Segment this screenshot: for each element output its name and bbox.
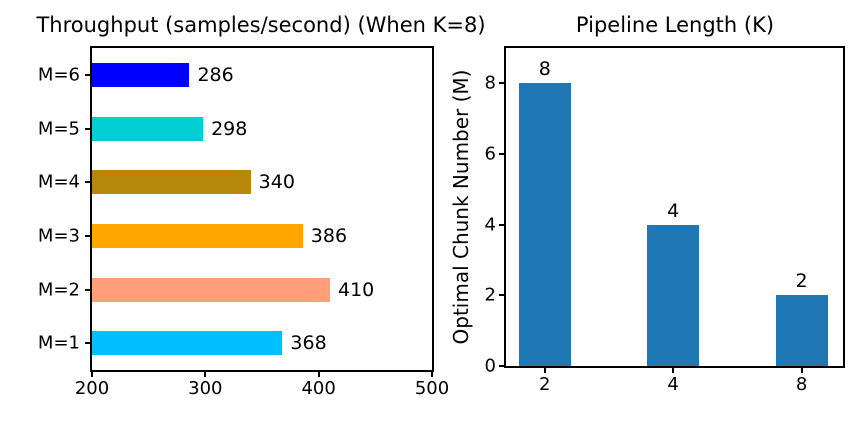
y-tick-label: M=6 xyxy=(37,64,80,86)
x-tick-label: 300 xyxy=(188,378,223,399)
y-tick xyxy=(499,223,506,226)
y-tick-label: M=2 xyxy=(37,279,80,300)
x-tick-label: 8 xyxy=(795,374,808,395)
bar-M=3 xyxy=(92,223,303,248)
bar-value-label: 368 xyxy=(290,332,327,355)
bar-K8 xyxy=(775,295,828,366)
y-tick xyxy=(499,294,506,297)
y-tick-label: M=1 xyxy=(37,332,80,354)
bar-value-label: 386 xyxy=(310,224,348,247)
x-tick xyxy=(91,370,93,377)
x-tick xyxy=(800,366,803,373)
bar-value-label: 410 xyxy=(338,278,375,301)
y-tick xyxy=(85,181,92,184)
y-tick-label: M=3 xyxy=(37,225,80,247)
bar-value-label: 4 xyxy=(667,199,680,222)
left-chart-title: Throughput (samples/second) (When K=8) xyxy=(36,13,486,37)
bar-M=4 xyxy=(92,170,251,195)
y-tick xyxy=(85,234,92,237)
y-tick-label: 6 xyxy=(484,143,496,165)
x-tick xyxy=(431,370,433,377)
bar-M=6 xyxy=(92,62,190,87)
x-tick xyxy=(317,370,320,377)
pipeline-axes: 8 2 4 4 2 8 0 2 4 6 8 xyxy=(485,46,845,395)
right-chart-title: Pipeline Length (K) xyxy=(575,13,775,37)
right-chart-ylabel: Optimal Chunk Number (M) xyxy=(449,69,473,345)
y-tick xyxy=(85,127,92,130)
x-tick xyxy=(543,366,546,373)
bar-K4 xyxy=(647,224,700,366)
y-tick-label: 4 xyxy=(484,214,496,236)
bar-value-label: 340 xyxy=(258,171,295,194)
x-tick xyxy=(672,366,675,373)
x-tick-label: 200 xyxy=(74,378,110,399)
bar-value-label: 2 xyxy=(795,270,808,293)
y-tick-label: 8 xyxy=(484,72,496,94)
x-tick xyxy=(204,370,207,377)
y-tick-label: M=4 xyxy=(37,171,80,193)
x-tick-label: 4 xyxy=(667,374,679,395)
y-tick xyxy=(85,73,92,76)
bar-value-label: 286 xyxy=(197,63,234,86)
y-tick xyxy=(85,342,92,345)
bar-K2 xyxy=(518,83,571,366)
bar-M=5 xyxy=(92,116,204,141)
y-tick-label: M=5 xyxy=(37,118,80,139)
throughput-axes: 286 M=6 298 M=5 340 M=4 386 M=3 410 M=2 368 M=1 200 3… xyxy=(38,46,449,399)
bar-value-label: 298 xyxy=(211,117,248,140)
y-tick xyxy=(499,82,506,85)
y-tick-label: 0 xyxy=(484,355,496,377)
bar-M=1 xyxy=(92,331,283,356)
bar-value-label: 8 xyxy=(538,58,551,81)
x-tick-label: 400 xyxy=(301,378,336,399)
y-tick xyxy=(499,365,506,367)
x-tick-label: 2 xyxy=(539,374,551,395)
y-tick xyxy=(85,288,92,291)
x-tick-label: 500 xyxy=(414,378,450,399)
y-tick-label: 2 xyxy=(484,284,496,306)
bar-M=2 xyxy=(92,277,330,302)
y-tick xyxy=(499,153,506,155)
